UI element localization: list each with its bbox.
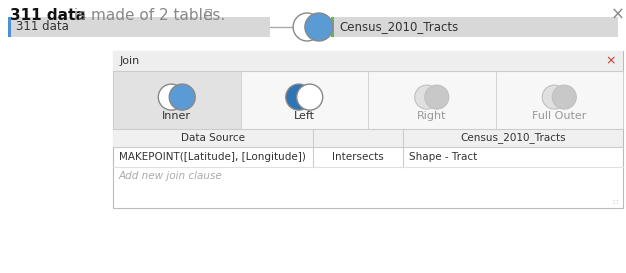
Circle shape [552,85,577,109]
Text: 311 data: 311 data [10,7,86,22]
Text: Census_2010_Tracts: Census_2010_Tracts [460,133,566,143]
Text: Data Source: Data Source [181,133,245,143]
Text: Right: Right [417,111,446,121]
Circle shape [542,85,566,109]
FancyBboxPatch shape [8,17,11,37]
Text: ×: × [605,55,616,67]
Text: MAKEPOINT([Latitude], [Longitude]): MAKEPOINT([Latitude], [Longitude]) [119,152,306,162]
Text: Intersects: Intersects [332,152,384,162]
Circle shape [425,85,449,109]
FancyBboxPatch shape [8,17,270,37]
Circle shape [169,84,195,110]
Circle shape [414,85,439,109]
FancyBboxPatch shape [331,17,334,37]
Circle shape [293,13,321,41]
Text: is made of 2 tables.: is made of 2 tables. [69,7,225,22]
Text: ⓘ: ⓘ [204,8,212,22]
FancyBboxPatch shape [113,51,623,208]
Text: Join: Join [120,56,140,66]
Text: Shape - Tract: Shape - Tract [409,152,477,162]
Text: ::: :: [612,199,620,205]
Text: Census_2010_Tracts: Census_2010_Tracts [339,20,458,34]
Circle shape [305,13,333,41]
Text: Left: Left [294,111,315,121]
Text: Add new join clause: Add new join clause [119,171,223,181]
Text: Inner: Inner [162,111,192,121]
FancyBboxPatch shape [113,71,240,129]
Text: ×: × [611,6,625,24]
FancyBboxPatch shape [496,71,623,129]
Circle shape [158,84,184,110]
Circle shape [286,84,312,110]
FancyBboxPatch shape [368,71,496,129]
Text: 311 data: 311 data [16,20,69,34]
FancyBboxPatch shape [113,51,623,71]
FancyBboxPatch shape [331,17,618,37]
Text: Full Outer: Full Outer [532,111,587,121]
Circle shape [297,84,323,110]
FancyBboxPatch shape [113,129,623,147]
FancyBboxPatch shape [240,71,368,129]
